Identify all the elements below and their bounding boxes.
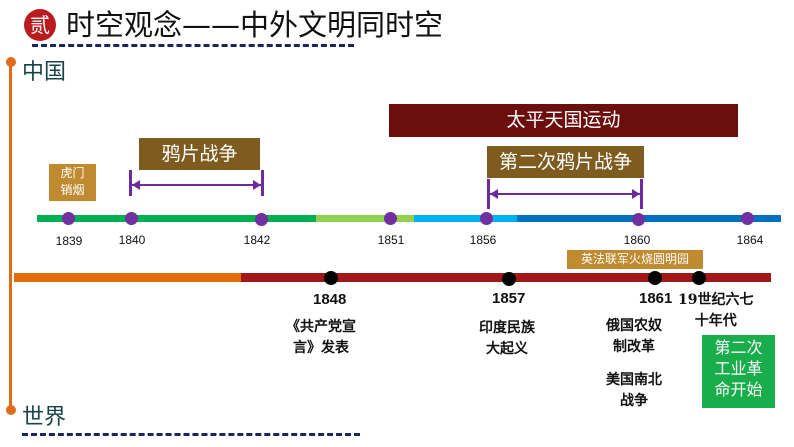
china-timeline-segment-4 — [517, 215, 781, 222]
year-label-1839: 1839 — [55, 234, 83, 248]
bottom-dashed-divider — [22, 433, 360, 436]
axis-top-dot-icon — [6, 57, 16, 67]
year-label-1840: 1840 — [118, 233, 146, 247]
american-civil-war-event: 美国南北 战争 — [606, 372, 662, 409]
span-start-tick — [129, 170, 132, 196]
humen-opium-destruction-box: 虎门 销烟 — [49, 164, 96, 201]
year-marker-dot — [480, 212, 493, 225]
year-marker-dot — [384, 212, 397, 225]
span-end-tick — [640, 179, 643, 209]
event-marker-dot — [324, 271, 338, 285]
opium-war-box: 鸦片战争 — [139, 138, 260, 170]
span-start-tick — [487, 179, 490, 209]
world-year-1857: 1857 — [492, 290, 526, 307]
old-summer-palace-burning-box: 英法联军火烧圆明园 — [567, 250, 703, 269]
section-badge: 贰 — [24, 9, 56, 41]
year-label-1864: 1864 — [736, 233, 764, 247]
second-opium-war-box: 第二次鸦片战争 — [487, 146, 644, 178]
year-label-1860: 1860 — [623, 233, 651, 247]
arrow-right-icon — [253, 180, 261, 190]
year-marker-dot — [632, 213, 645, 226]
year-marker-dot — [255, 213, 268, 226]
arrow-left-icon — [132, 180, 140, 190]
taiping-movement-box: 太平天国运动 — [389, 104, 738, 137]
world-year-1861: 1861 — [639, 290, 673, 307]
year-marker-dot — [125, 212, 138, 225]
title-underline-divider — [32, 44, 354, 47]
year-marker-dot — [62, 212, 75, 225]
span-end-tick — [261, 170, 264, 196]
year-label-1851: 1851 — [377, 233, 405, 247]
world-timeline-segment-1 — [14, 273, 242, 282]
world-year-1848: 1848 — [313, 291, 347, 308]
axis-bottom-dot-icon — [6, 405, 16, 415]
arrow-left-icon — [490, 189, 498, 199]
second-industrial-revolution-box: 第二次 工业革 命开始 — [702, 335, 775, 408]
indian-uprising-event: 印度民族 大起义 — [479, 320, 535, 357]
year-label-1842: 1842 — [243, 233, 271, 247]
communist-manifesto-event: 《共产党宣 言》发表 — [286, 319, 356, 356]
opium-war-span-arrow — [132, 184, 261, 186]
event-marker-dot — [648, 271, 662, 285]
russian-serf-reform-event: 俄国农奴 制改革 — [606, 318, 662, 355]
world-label: 世界 — [22, 405, 67, 430]
world-year-1860s-1870s: 19世纪六七 十年代 — [678, 292, 754, 329]
event-marker-dot — [502, 272, 516, 286]
vertical-axis-line — [9, 62, 12, 410]
china-timeline-segment-3 — [414, 215, 520, 222]
second-opium-war-span-arrow — [490, 193, 640, 195]
china-label: 中国 — [22, 60, 67, 85]
china-timeline-segment-2 — [316, 215, 414, 222]
page-title: 时空观念——中外文明同时空 — [66, 8, 444, 42]
arrow-right-icon — [632, 189, 640, 199]
china-timeline-segment-1 — [37, 215, 316, 222]
event-marker-dot — [692, 271, 706, 285]
year-label-1856: 1856 — [469, 233, 497, 247]
year-marker-dot — [741, 212, 754, 225]
